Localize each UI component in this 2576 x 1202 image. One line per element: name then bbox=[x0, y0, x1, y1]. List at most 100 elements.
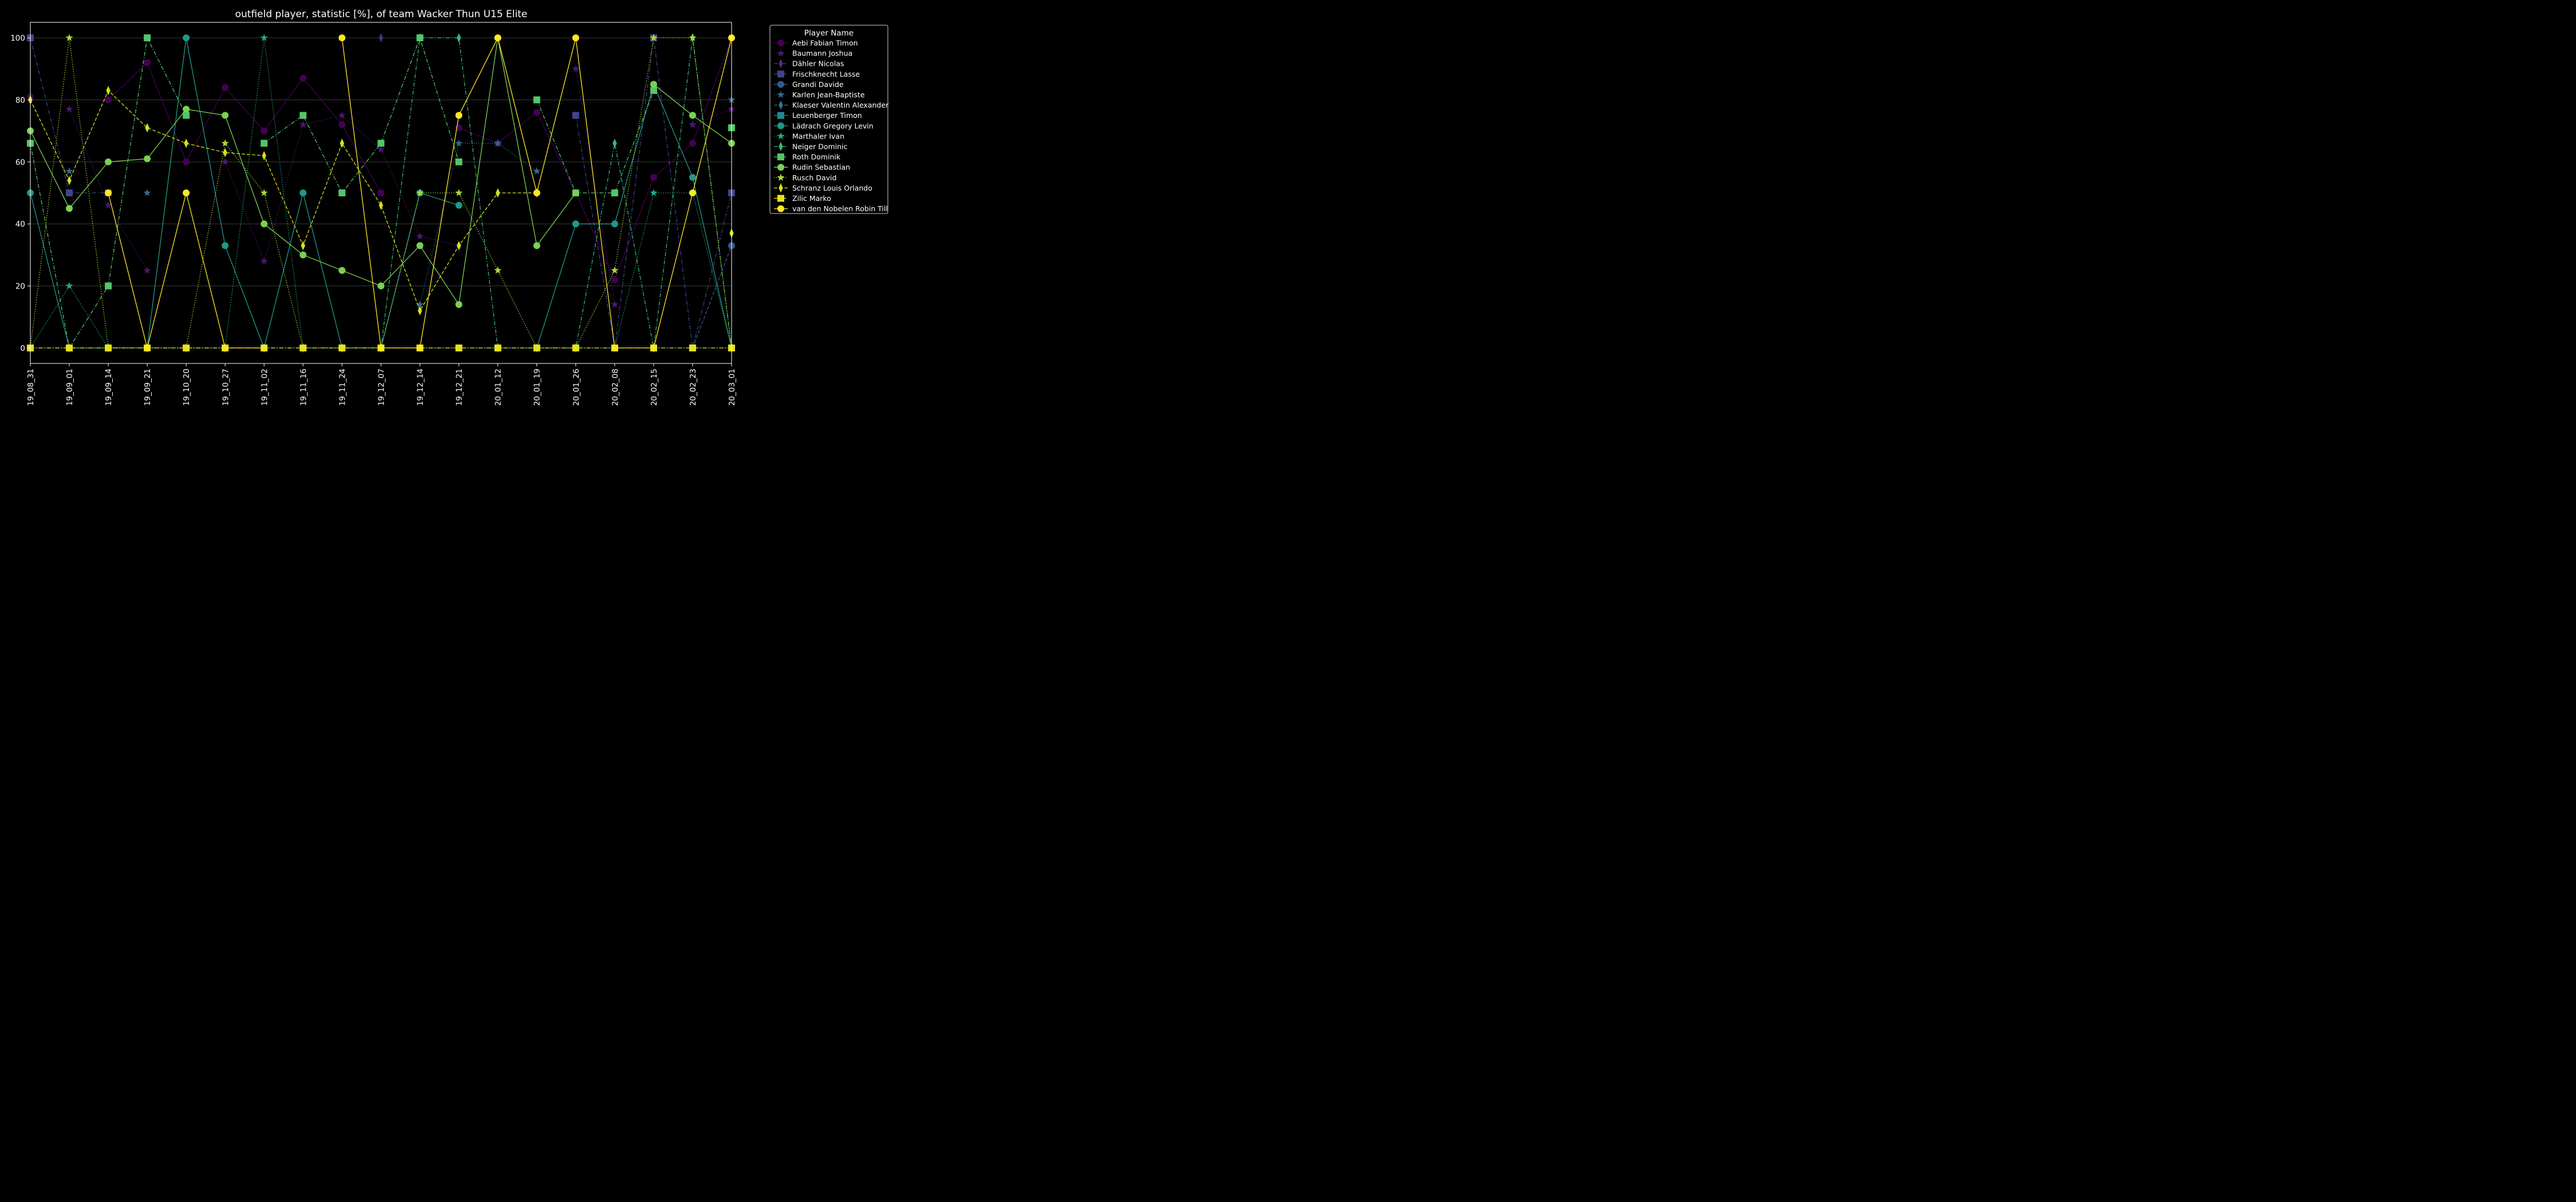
data-point bbox=[377, 189, 385, 196]
data-point bbox=[66, 344, 73, 351]
legend-label: Rudin Sebastian bbox=[792, 163, 850, 172]
data-point bbox=[338, 121, 346, 128]
data-point bbox=[377, 145, 385, 153]
data-point bbox=[66, 189, 73, 196]
series-line bbox=[692, 109, 732, 125]
legend-marker bbox=[777, 173, 785, 181]
data-point bbox=[494, 266, 502, 274]
data-point bbox=[494, 34, 501, 42]
data-point bbox=[377, 140, 385, 147]
data-point bbox=[143, 266, 151, 274]
data-point bbox=[456, 241, 461, 251]
data-point bbox=[572, 220, 579, 228]
x-tick-label: 19_10_20 bbox=[182, 369, 191, 406]
data-point bbox=[572, 65, 580, 72]
series-line bbox=[536, 83, 732, 349]
data-point bbox=[144, 344, 151, 351]
data-point bbox=[260, 257, 268, 264]
data-point bbox=[455, 189, 463, 196]
x-tick-label: 19_09_14 bbox=[104, 369, 113, 406]
x-tick-label: 20_01_26 bbox=[572, 369, 581, 406]
data-point bbox=[144, 34, 151, 42]
legend-marker bbox=[779, 100, 783, 110]
data-point bbox=[183, 112, 190, 119]
data-point bbox=[416, 242, 424, 250]
legend-label: Karlen Jean-Baptiste bbox=[792, 90, 865, 99]
data-point bbox=[221, 139, 229, 147]
data-point bbox=[417, 306, 422, 315]
data-point bbox=[533, 242, 540, 250]
x-tick-label: 20_02_08 bbox=[611, 369, 620, 406]
legend-marker bbox=[777, 122, 784, 129]
y-tick-label: 20 bbox=[15, 282, 25, 291]
data-point bbox=[260, 140, 268, 147]
data-point bbox=[533, 189, 540, 196]
legend-frame bbox=[769, 25, 888, 214]
data-point bbox=[456, 33, 461, 43]
data-point bbox=[105, 282, 112, 290]
legend-label: Frischknecht Lasse bbox=[792, 70, 860, 78]
data-point bbox=[611, 220, 618, 228]
data-point bbox=[183, 105, 190, 113]
chart-title: outfield player, statistic [%], of team … bbox=[235, 9, 528, 20]
data-point bbox=[455, 344, 463, 351]
data-point bbox=[145, 123, 149, 133]
data-point bbox=[299, 74, 307, 82]
data-point bbox=[611, 344, 618, 351]
x-tick-label: 19_09_21 bbox=[143, 369, 152, 406]
legend-marker bbox=[779, 59, 783, 69]
series-line bbox=[30, 36, 187, 349]
data-point bbox=[299, 251, 307, 259]
data-point bbox=[105, 158, 112, 165]
data-point bbox=[533, 167, 541, 175]
data-point bbox=[183, 158, 190, 165]
data-point bbox=[338, 111, 346, 119]
data-point bbox=[65, 167, 73, 175]
data-point bbox=[689, 344, 696, 351]
data-point bbox=[611, 189, 618, 196]
x-tick-label: 19_10_27 bbox=[221, 369, 230, 406]
legend-label: Schranz Louis Orlando bbox=[792, 184, 872, 192]
chart-container: outfield player, statistic [%], of team … bbox=[0, 0, 898, 419]
legend-label: Dähler Nicolas bbox=[792, 60, 844, 68]
data-point bbox=[455, 201, 463, 209]
y-tick-label: 80 bbox=[15, 96, 25, 105]
data-point bbox=[533, 96, 540, 104]
x-tick-label: 19_11_02 bbox=[260, 369, 269, 406]
legend-title: Player Name bbox=[804, 29, 854, 38]
line-chart: outfield player, statistic [%], of team … bbox=[0, 0, 898, 419]
legend-marker bbox=[777, 70, 784, 78]
data-point bbox=[377, 344, 385, 351]
legend-marker bbox=[777, 81, 784, 88]
data-point bbox=[416, 344, 424, 351]
x-tick-label: 19_08_31 bbox=[26, 369, 35, 406]
legend-marker bbox=[779, 183, 783, 193]
legend-label: Grandi Davide bbox=[792, 80, 844, 89]
legend-marker bbox=[777, 164, 784, 171]
x-tick-label: 19_11_16 bbox=[299, 369, 308, 406]
data-point bbox=[689, 112, 696, 119]
data-point bbox=[494, 139, 502, 147]
x-tick-label: 20_01_12 bbox=[494, 369, 503, 406]
legend-label: Klaeser Valentin Alexander bbox=[792, 101, 889, 109]
legend-marker bbox=[777, 39, 784, 46]
data-point bbox=[416, 189, 424, 196]
data-point bbox=[611, 266, 619, 274]
legend-label: Rusch David bbox=[792, 173, 836, 182]
legend-marker bbox=[777, 132, 785, 140]
x-tick-label: 20_02_23 bbox=[689, 369, 698, 406]
data-point bbox=[222, 344, 229, 351]
data-point bbox=[338, 344, 346, 351]
data-point bbox=[494, 344, 501, 351]
series-line bbox=[30, 90, 537, 312]
legend-marker bbox=[777, 49, 785, 57]
series-line bbox=[692, 245, 732, 349]
data-point bbox=[416, 300, 424, 308]
data-point bbox=[260, 189, 268, 196]
data-point bbox=[650, 34, 658, 41]
series-line bbox=[263, 37, 460, 194]
data-point bbox=[299, 112, 307, 119]
data-point bbox=[572, 344, 579, 351]
axes: 0 20 40 60 80 100 19_08_31 19_09_01 19_09_14 19_0… bbox=[10, 34, 737, 406]
